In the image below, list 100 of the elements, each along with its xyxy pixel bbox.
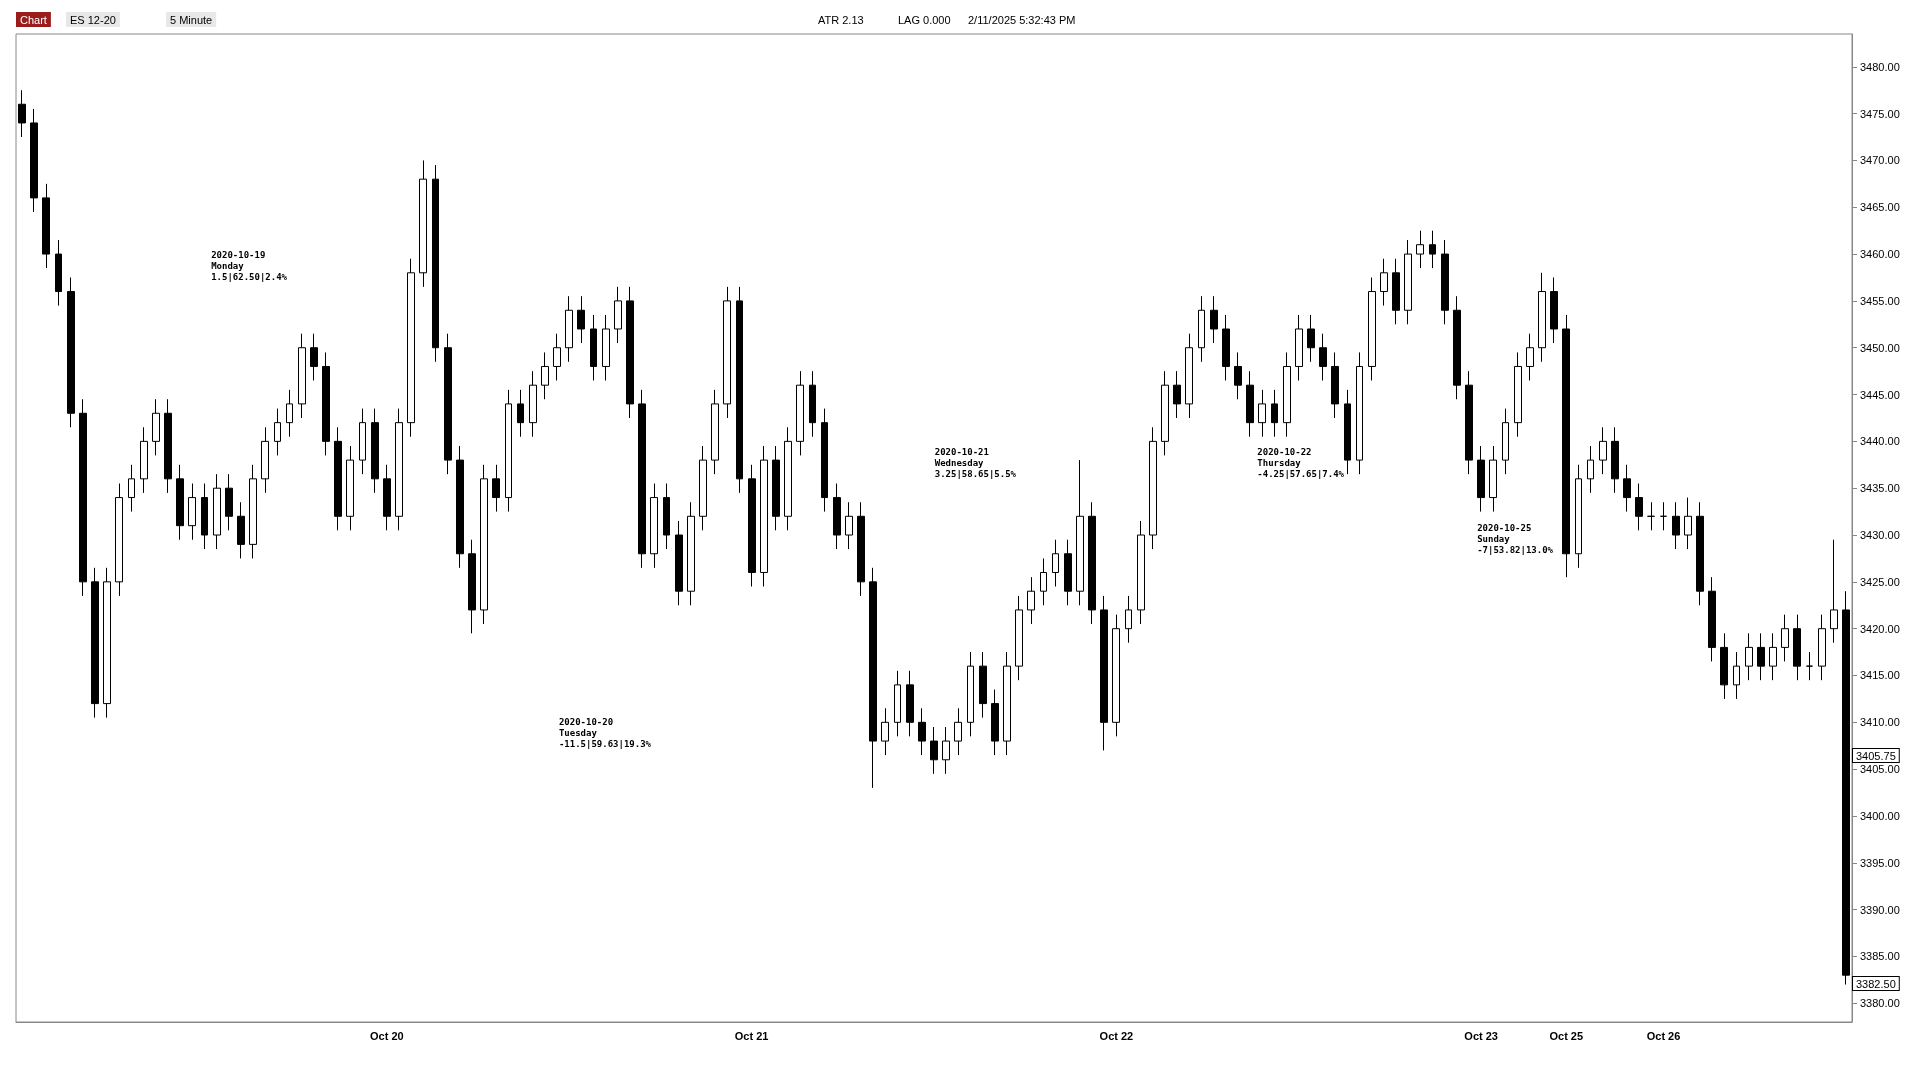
- y-tick-label: 3410.00: [1860, 716, 1900, 729]
- annotation: 2020-10-20 Tuesday -11.5|59.63|19.3%: [558, 716, 652, 749]
- y-tick-label: 3415.00: [1860, 669, 1900, 682]
- candlestick: [115, 483, 123, 597]
- y-tick-label: 3430.00: [1860, 529, 1900, 542]
- y-tick-label: 3480.00: [1860, 60, 1900, 73]
- candlestick: [1307, 314, 1315, 363]
- candlestick: [1319, 333, 1327, 381]
- candlestick: [1356, 351, 1363, 475]
- candlestick: [626, 286, 634, 419]
- candlestick: [492, 464, 500, 513]
- candlestick: [1623, 464, 1631, 513]
- candlestick: [79, 398, 87, 597]
- candlestick: [164, 398, 172, 494]
- candlestick: [505, 389, 512, 513]
- candlestick: [1137, 520, 1145, 625]
- text: 5 Minute: [170, 13, 213, 26]
- candlestick: [1392, 258, 1400, 325]
- candlestick: [1477, 445, 1485, 513]
- candlestick: [1672, 501, 1680, 550]
- candlestick: [1222, 314, 1230, 381]
- candlestick: [1064, 539, 1072, 606]
- candlestick: [760, 445, 768, 588]
- candlestick: [237, 501, 245, 559]
- candlestick: [1149, 426, 1157, 550]
- candlestick: [954, 707, 962, 756]
- candlestick: [419, 159, 427, 288]
- x-tick-label: Oct 20: [370, 1029, 404, 1042]
- candlestick: [1344, 389, 1351, 475]
- y-tick-label: 3455.00: [1860, 294, 1900, 307]
- candlestick: [1404, 239, 1412, 325]
- candlestick: [188, 483, 196, 541]
- candlestick: [942, 726, 950, 775]
- annotation: 2020-10-19 Monday 1.5|62.50|2.4%: [211, 249, 288, 282]
- candlestick: [1331, 351, 1339, 419]
- candlestick: [687, 501, 695, 606]
- candlestick: [1161, 370, 1169, 456]
- candlestick: [18, 89, 26, 138]
- candlestick: [784, 426, 792, 531]
- candlestick: [1271, 389, 1278, 438]
- candlestick: [444, 333, 452, 475]
- candlestick: [274, 408, 281, 456]
- candlestick: [1599, 426, 1607, 475]
- candlestick: [140, 426, 148, 494]
- candlestick: [213, 473, 221, 550]
- y-tick-label: 3475.00: [1860, 107, 1900, 120]
- annotation: 2020-10-25 Sunday -7|53.82|13.0%: [1477, 522, 1554, 555]
- candlestick: [1757, 632, 1765, 681]
- text: LAG 0.000: [898, 13, 951, 26]
- candlestick: [91, 567, 99, 719]
- candlestick: [1806, 651, 1813, 681]
- candlestick: [432, 164, 439, 363]
- candlestick: [517, 389, 524, 438]
- candlestick: [723, 286, 731, 419]
- candlestick: [1587, 445, 1594, 494]
- candlestick: [650, 483, 658, 569]
- y-tick-label: 3395.00: [1860, 856, 1900, 869]
- candlestick: [1708, 576, 1716, 662]
- candlestick: [1052, 539, 1059, 588]
- candlestick: [261, 426, 269, 494]
- candlestick: [359, 408, 366, 475]
- candlestick: [1575, 464, 1582, 569]
- candlestick: [395, 408, 403, 531]
- candlestick: [1781, 614, 1789, 662]
- y-tick-label: 3425.00: [1860, 575, 1900, 588]
- candlestick: [1769, 632, 1777, 681]
- candlestick: [1416, 230, 1424, 269]
- candlestick: [1380, 258, 1388, 307]
- candlestick: [456, 445, 464, 569]
- candlestick: [1429, 230, 1436, 269]
- candlestick: [1818, 614, 1826, 681]
- candlestick: [407, 258, 415, 438]
- candlestick: [711, 389, 719, 475]
- candlestick: [1538, 272, 1546, 363]
- candlestick: [638, 389, 646, 569]
- x-tick-label: Oct 22: [1099, 1029, 1134, 1042]
- candlestick: [772, 445, 780, 531]
- candlestick: [1210, 295, 1218, 344]
- candlestick: [1842, 590, 1850, 986]
- candlestick: [30, 108, 38, 213]
- candlestick: [1489, 445, 1497, 513]
- text: ES 12-20: [70, 13, 116, 26]
- candlestick: [1733, 651, 1740, 700]
- y-tick-label: 3470.00: [1860, 154, 1900, 167]
- y-tick-label: 3405.00: [1860, 763, 1900, 776]
- candlestick: [480, 464, 488, 625]
- candlestick: [1660, 501, 1667, 531]
- candlestick: [1635, 483, 1643, 531]
- candlestick: [1696, 501, 1704, 606]
- x-tick-label: Oct 21: [734, 1029, 769, 1042]
- candlestick: [1003, 651, 1011, 756]
- candlestick: [176, 464, 184, 541]
- candlestick: [529, 370, 537, 438]
- candlestick: [675, 520, 683, 606]
- candlestick: [590, 314, 597, 381]
- candlestick: [541, 351, 549, 400]
- candlestick: [1125, 595, 1132, 644]
- candlestick: [979, 651, 987, 719]
- candlestick: [809, 370, 816, 438]
- candlestick: [869, 567, 877, 789]
